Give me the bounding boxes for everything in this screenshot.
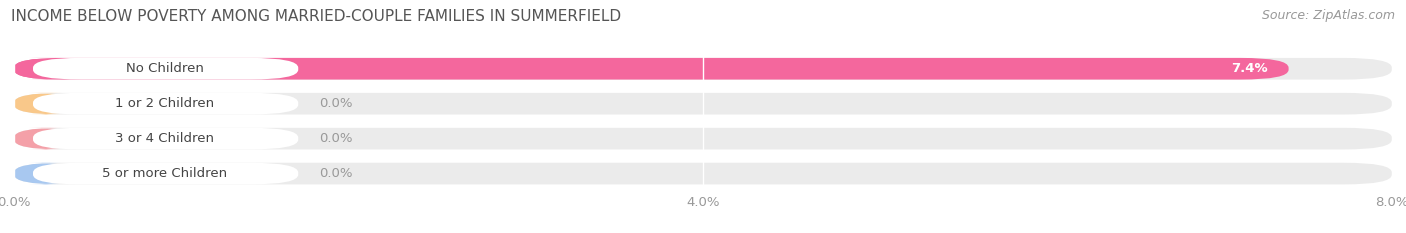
Text: No Children: No Children (125, 62, 204, 75)
Text: 0.0%: 0.0% (319, 167, 353, 180)
Text: 7.4%: 7.4% (1232, 62, 1268, 75)
FancyBboxPatch shape (14, 58, 1392, 80)
FancyBboxPatch shape (14, 93, 77, 115)
Text: 3 or 4 Children: 3 or 4 Children (115, 132, 214, 145)
FancyBboxPatch shape (14, 128, 1392, 150)
FancyBboxPatch shape (32, 128, 298, 150)
FancyBboxPatch shape (14, 58, 77, 80)
Text: INCOME BELOW POVERTY AMONG MARRIED-COUPLE FAMILIES IN SUMMERFIELD: INCOME BELOW POVERTY AMONG MARRIED-COUPL… (11, 9, 621, 24)
FancyBboxPatch shape (14, 163, 1392, 185)
FancyBboxPatch shape (32, 93, 298, 115)
FancyBboxPatch shape (14, 128, 77, 150)
Text: 5 or more Children: 5 or more Children (103, 167, 228, 180)
FancyBboxPatch shape (14, 93, 1392, 115)
FancyBboxPatch shape (32, 163, 298, 185)
Text: Source: ZipAtlas.com: Source: ZipAtlas.com (1261, 9, 1395, 22)
Text: 0.0%: 0.0% (319, 97, 353, 110)
Text: 1 or 2 Children: 1 or 2 Children (115, 97, 214, 110)
Text: 0.0%: 0.0% (319, 132, 353, 145)
FancyBboxPatch shape (14, 58, 1289, 80)
FancyBboxPatch shape (14, 163, 77, 185)
FancyBboxPatch shape (32, 58, 298, 80)
